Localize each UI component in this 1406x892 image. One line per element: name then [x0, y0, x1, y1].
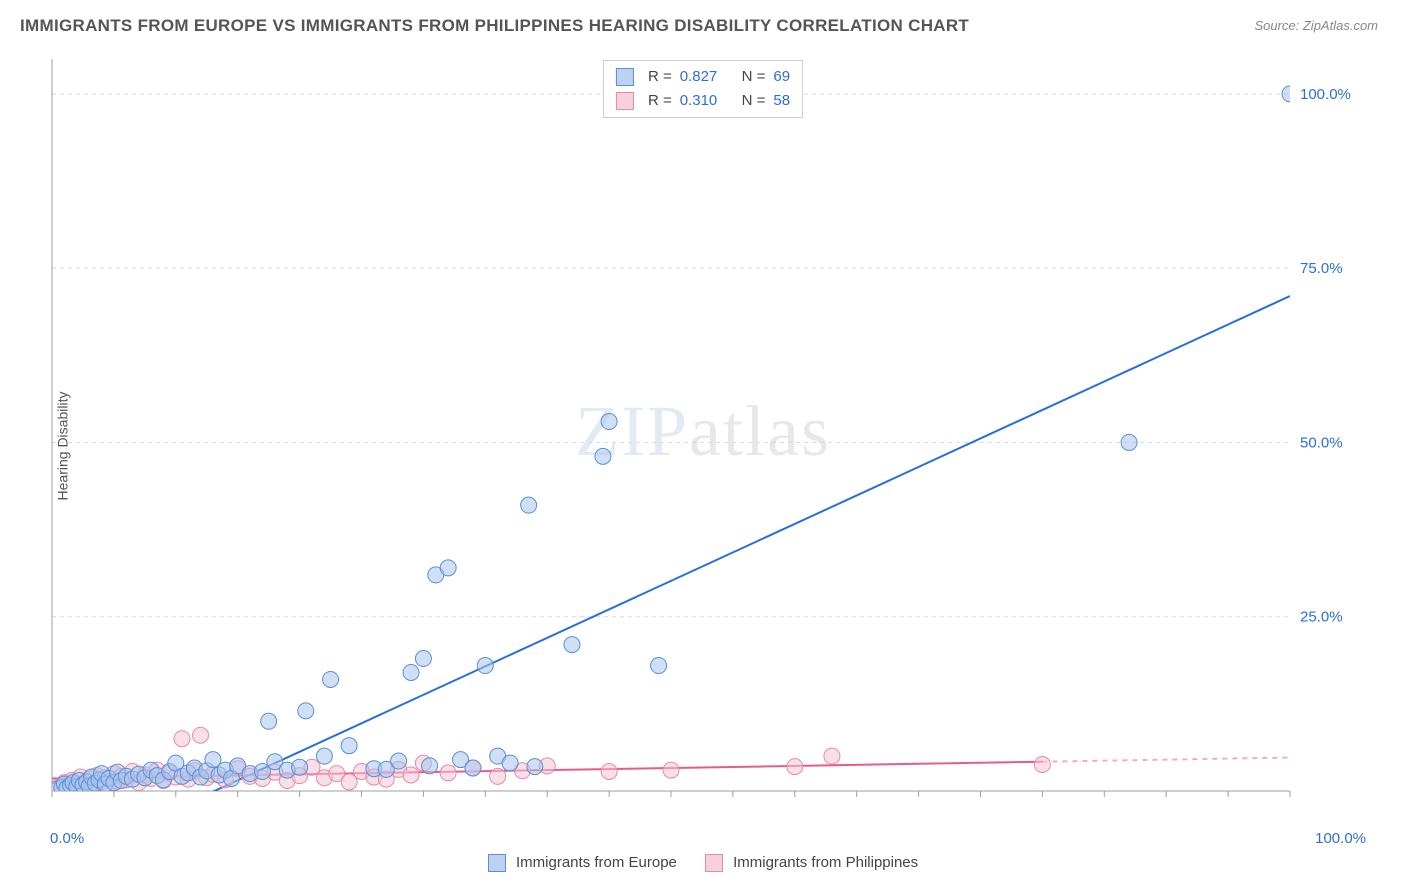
- x-axis-min-label: 0.0%: [50, 830, 84, 847]
- legend-label-philippines: Immigrants from Philippines: [733, 854, 918, 871]
- series-legend: Immigrants from Europe Immigrants from P…: [0, 854, 1406, 872]
- svg-text:100.0%: 100.0%: [1300, 86, 1351, 103]
- svg-text:25.0%: 25.0%: [1300, 609, 1343, 626]
- legend-item-philippines: Immigrants from Philippines: [705, 854, 918, 872]
- swatch-europe-icon: [616, 68, 634, 86]
- swatch-philippines-icon: [616, 92, 634, 110]
- n-value-philippines: 58: [773, 89, 790, 113]
- swatch-europe-icon: [488, 854, 506, 872]
- n-value-europe: 69: [773, 65, 790, 89]
- x-axis-max-label: 100.0%: [1315, 830, 1366, 847]
- swatch-philippines-icon: [705, 854, 723, 872]
- svg-text:75.0%: 75.0%: [1300, 260, 1343, 277]
- source-label: Source: ZipAtlas.com: [1254, 18, 1378, 33]
- legend-item-europe: Immigrants from Europe: [488, 854, 677, 872]
- chart-svg: 25.0% 50.0% 75.0% 100.0%: [50, 55, 1360, 815]
- legend-label-europe: Immigrants from Europe: [516, 854, 677, 871]
- svg-text:50.0%: 50.0%: [1300, 434, 1343, 451]
- r-value-europe: 0.827: [680, 65, 718, 89]
- correlation-row-europe: R = 0.827 N = 69: [616, 65, 790, 89]
- correlation-row-philippines: R = 0.310 N = 58: [616, 89, 790, 113]
- correlation-legend: R = 0.827 N = 69 R = 0.310 N = 58: [603, 60, 803, 118]
- chart-title: IMMIGRANTS FROM EUROPE VS IMMIGRANTS FRO…: [20, 16, 969, 36]
- r-value-philippines: 0.310: [680, 89, 718, 113]
- scatter-plot: 25.0% 50.0% 75.0% 100.0%: [50, 55, 1360, 815]
